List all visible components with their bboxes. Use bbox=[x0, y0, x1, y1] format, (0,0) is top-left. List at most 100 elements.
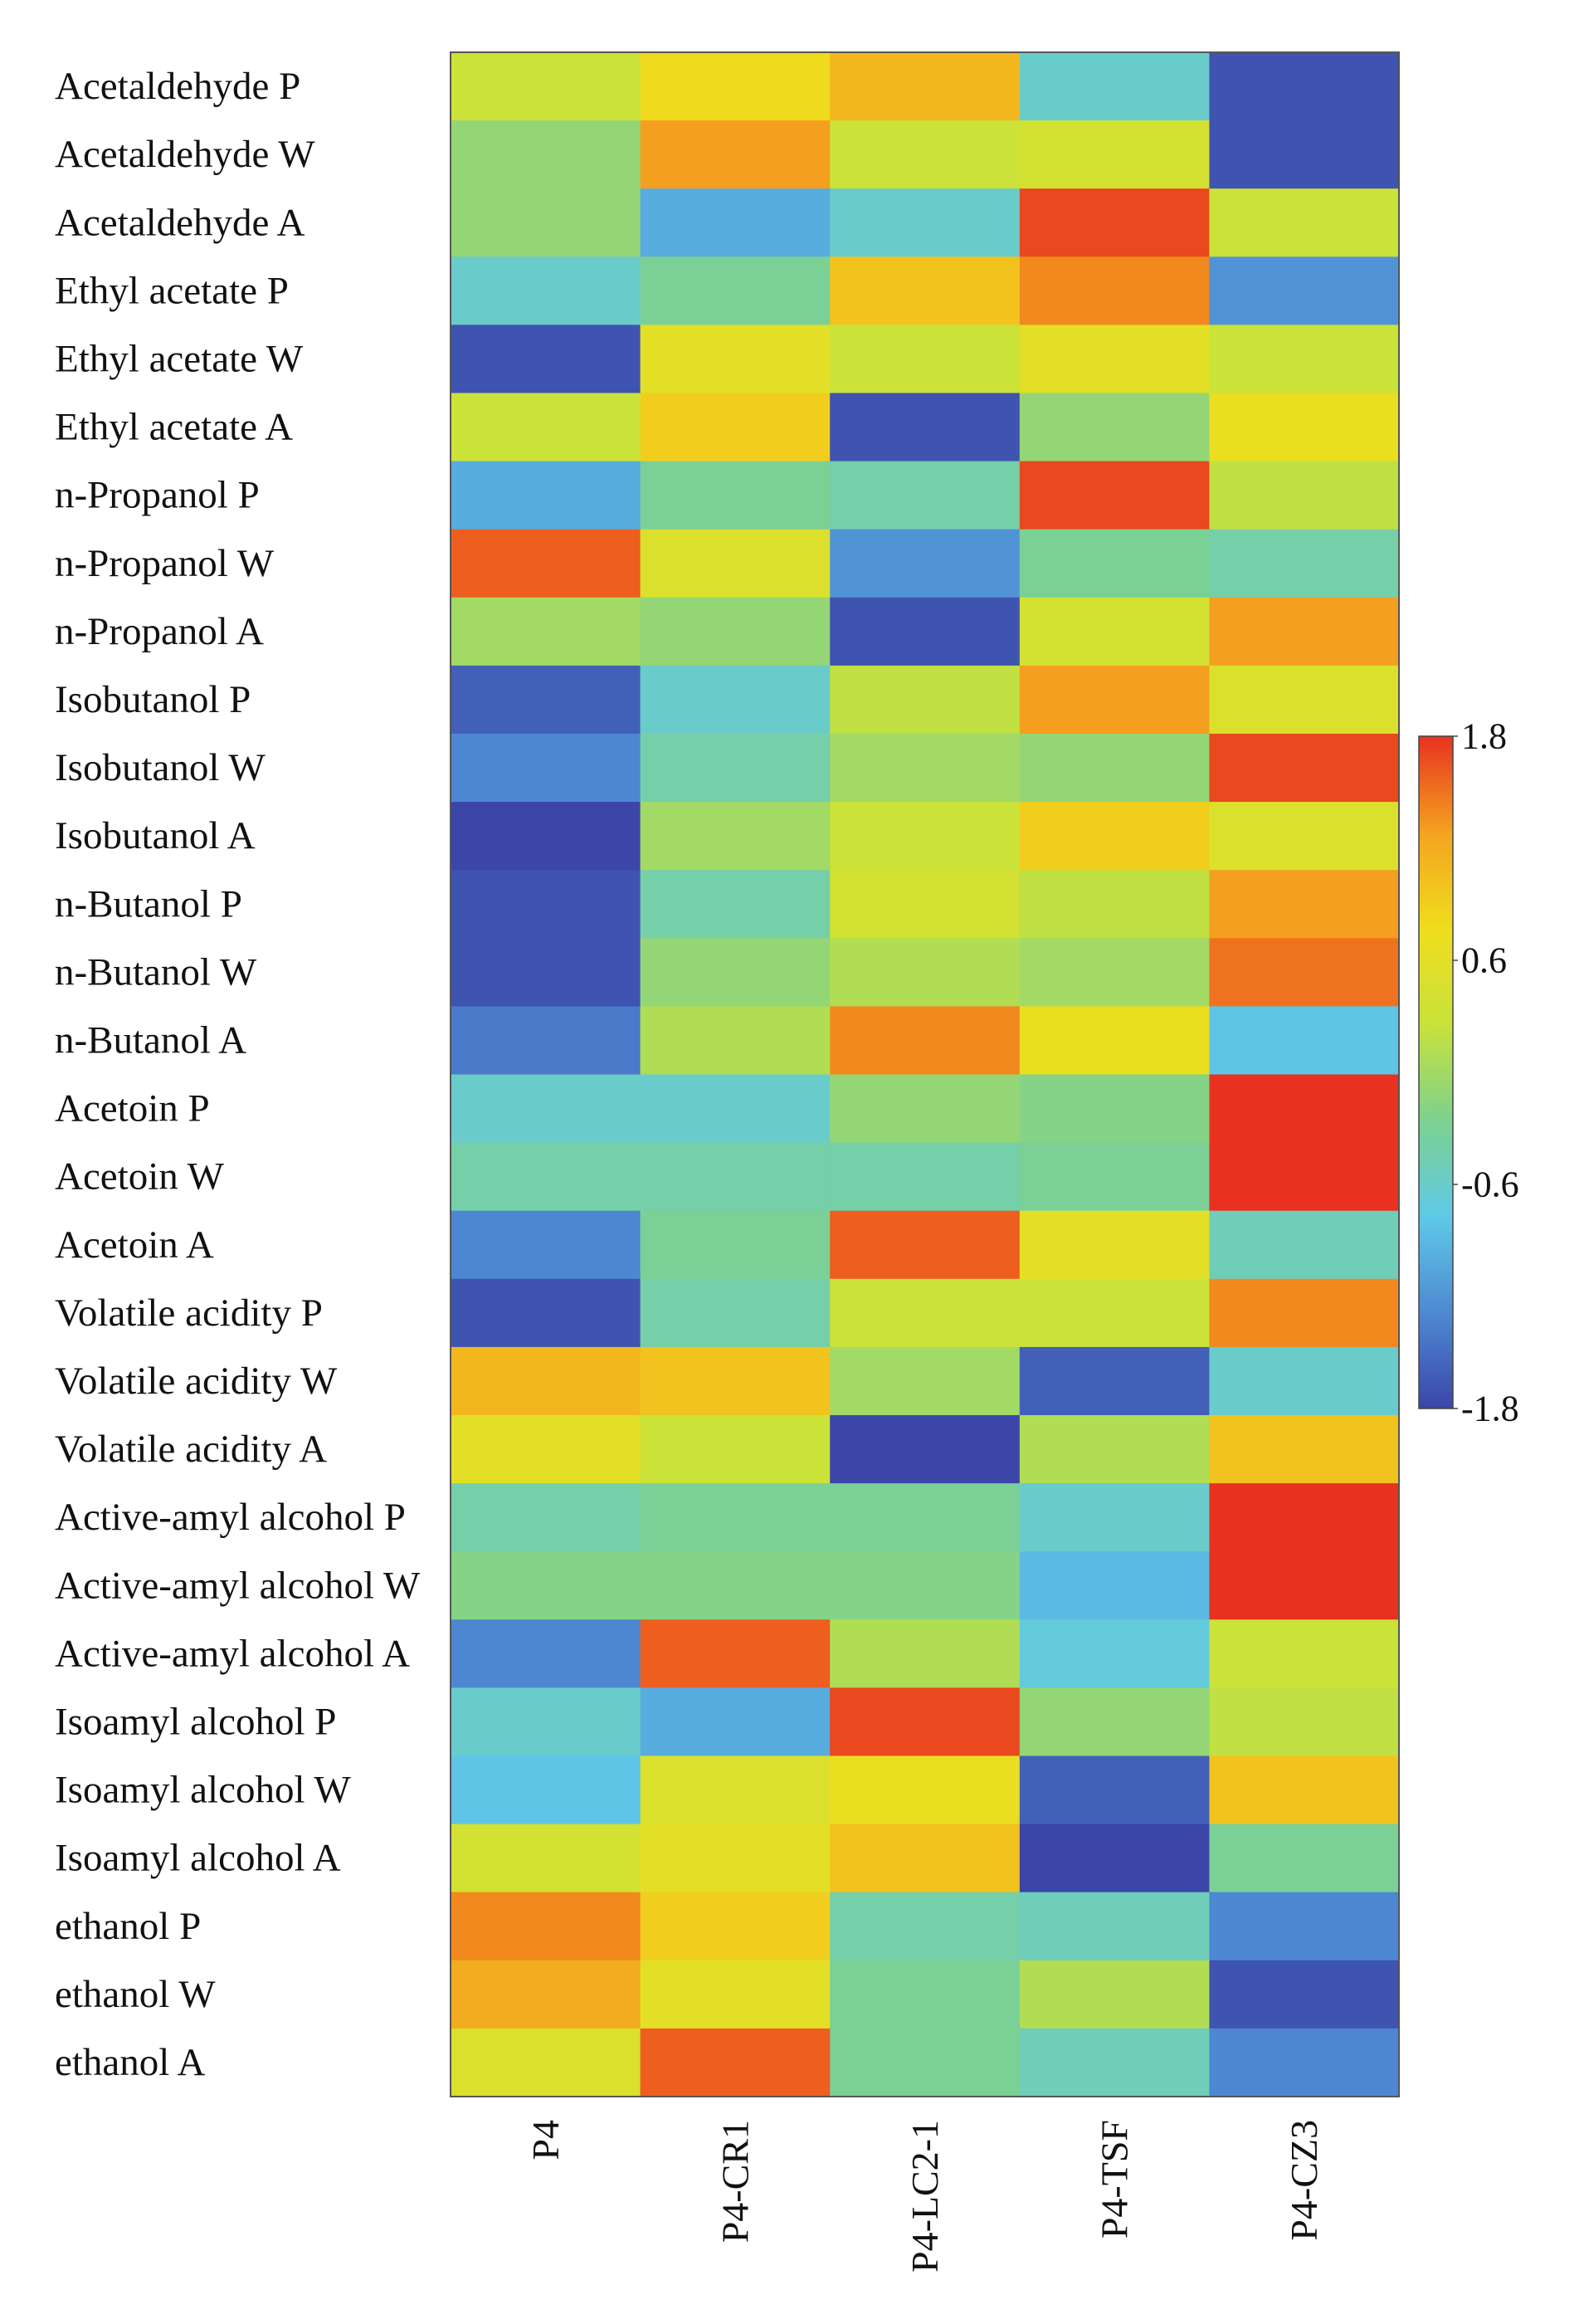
row-label: Acetoin A bbox=[55, 1223, 214, 1267]
heatmap-cell bbox=[451, 1346, 641, 1416]
heatmap-cell bbox=[1019, 938, 1210, 1007]
heatmap-cell bbox=[830, 1142, 1021, 1212]
heatmap-cell bbox=[640, 597, 831, 666]
row-label: Acetaldehyde A bbox=[55, 201, 305, 244]
row-label: Isobutanol A bbox=[55, 814, 256, 857]
heatmap-cell bbox=[830, 734, 1021, 803]
heatmap-cell bbox=[451, 1142, 641, 1212]
row-label: Isobutanol P bbox=[55, 678, 251, 721]
heatmap-cell bbox=[1209, 1551, 1400, 1620]
heatmap-cell bbox=[830, 120, 1021, 189]
heatmap-cell bbox=[1209, 461, 1400, 530]
heatmap-cell bbox=[1209, 2028, 1400, 2097]
heatmap-cell bbox=[451, 1415, 641, 1484]
heatmap-cell bbox=[451, 1619, 641, 1688]
colorbar-tick-label: -1.8 bbox=[1461, 1389, 1519, 1429]
heatmap-cell bbox=[451, 52, 641, 121]
heatmap-cell bbox=[451, 1892, 641, 1961]
heatmap-cell bbox=[1019, 1687, 1210, 1757]
heatmap-cell bbox=[1019, 256, 1210, 325]
heatmap-cell bbox=[640, 1074, 831, 1144]
heatmap-cell bbox=[640, 1142, 831, 1212]
heatmap-cell bbox=[1209, 1892, 1400, 1961]
heatmap-cell bbox=[830, 1006, 1021, 1076]
heatmap-cell bbox=[1019, 2028, 1210, 2097]
heatmap-cell bbox=[1209, 1006, 1400, 1076]
heatmap-cell bbox=[1209, 734, 1400, 803]
heatmap-cell bbox=[451, 393, 641, 462]
row-label: Ethyl acetate A bbox=[55, 406, 293, 449]
heatmap-cell bbox=[1019, 1074, 1210, 1144]
heatmap-cell bbox=[1019, 461, 1210, 530]
heatmap-cell bbox=[1019, 1960, 1210, 2029]
heatmap-cell bbox=[451, 1483, 641, 1552]
heatmap-cell bbox=[1209, 529, 1400, 598]
colorbar-tick-label: -0.6 bbox=[1461, 1164, 1519, 1205]
heatmap-cell bbox=[1019, 1006, 1210, 1076]
heatmap-cell bbox=[830, 529, 1021, 598]
heatmap-cell bbox=[451, 1755, 641, 1825]
heatmap-cell bbox=[640, 1687, 831, 1757]
heatmap-cell bbox=[1019, 1142, 1210, 1212]
heatmap-cell bbox=[451, 734, 641, 803]
heatmap-cell bbox=[640, 120, 831, 189]
heatmap-cell bbox=[1209, 120, 1400, 189]
column-label: P4 bbox=[524, 2120, 567, 2160]
heatmap-cell bbox=[451, 188, 641, 257]
heatmap-cell bbox=[640, 52, 831, 121]
row-label: Active-amyl alcohol W bbox=[55, 1564, 421, 1607]
heatmap-frame bbox=[450, 51, 1400, 2097]
heatmap-cell bbox=[1019, 1755, 1210, 1825]
heatmap-cell bbox=[1019, 52, 1210, 121]
heatmap-cell bbox=[640, 2028, 831, 2097]
heatmap-cell bbox=[830, 1210, 1021, 1280]
heatmap-cell bbox=[1019, 1483, 1210, 1552]
heatmap-cell bbox=[1209, 1210, 1400, 1280]
heatmap-cell bbox=[451, 597, 641, 666]
heatmap-cell bbox=[640, 1892, 831, 1961]
heatmap-cell bbox=[451, 1824, 641, 1893]
heatmap-cell bbox=[640, 1960, 831, 2029]
heatmap-cell bbox=[451, 870, 641, 939]
heatmap-cell bbox=[451, 1551, 641, 1620]
heatmap-cell bbox=[640, 870, 831, 939]
heatmap-cell bbox=[451, 325, 641, 394]
heatmap-cell bbox=[640, 1619, 831, 1688]
row-label: n-Butanol P bbox=[55, 882, 242, 925]
heatmap-cell bbox=[451, 1210, 641, 1280]
heatmap-cell bbox=[640, 1415, 831, 1484]
heatmap-cell bbox=[1019, 802, 1210, 871]
heatmap-cell bbox=[830, 1960, 1021, 2029]
row-label: Volatile acidity W bbox=[55, 1360, 338, 1403]
heatmap-cell bbox=[1209, 802, 1400, 871]
heatmap-cell bbox=[1019, 1210, 1210, 1280]
row-label: n-Propanol P bbox=[55, 474, 260, 517]
row-label: Active-amyl alcohol P bbox=[55, 1496, 406, 1539]
heatmap-cell bbox=[1209, 1346, 1400, 1416]
heatmap-cell bbox=[830, 1687, 1021, 1757]
heatmap-cell bbox=[830, 1074, 1021, 1144]
heatmap-cell bbox=[1019, 1892, 1210, 1961]
heatmap-cell bbox=[1209, 665, 1400, 735]
heatmap-cell bbox=[1019, 870, 1210, 939]
heatmap-cell bbox=[1209, 256, 1400, 325]
heatmap-cell bbox=[830, 938, 1021, 1007]
heatmap-cell bbox=[640, 802, 831, 871]
heatmap-cell bbox=[830, 870, 1021, 939]
heatmap-cell bbox=[1019, 665, 1210, 735]
row-label: Isoamyl alcohol W bbox=[55, 1769, 351, 1812]
row-label: Acetoin W bbox=[55, 1155, 225, 1199]
heatmap-cell bbox=[451, 1960, 641, 2029]
heatmap-cell bbox=[1209, 597, 1400, 666]
heatmap-cell bbox=[451, 938, 641, 1007]
colorbar-gradient bbox=[1418, 735, 1454, 1409]
heatmap-cell bbox=[1209, 1960, 1400, 2029]
heatmap-cell bbox=[830, 802, 1021, 871]
heatmap-cell bbox=[830, 393, 1021, 462]
column-labels: P4 P4-CR1 P4-LC2-1 P4-TSF P4-CZ3 bbox=[524, 2120, 1325, 2273]
heatmap-cell bbox=[451, 529, 641, 598]
heatmap-cell bbox=[640, 188, 831, 257]
heatmap-cell bbox=[830, 188, 1021, 257]
row-label: Ethyl acetate W bbox=[55, 337, 304, 380]
heatmap-cell bbox=[451, 1687, 641, 1757]
